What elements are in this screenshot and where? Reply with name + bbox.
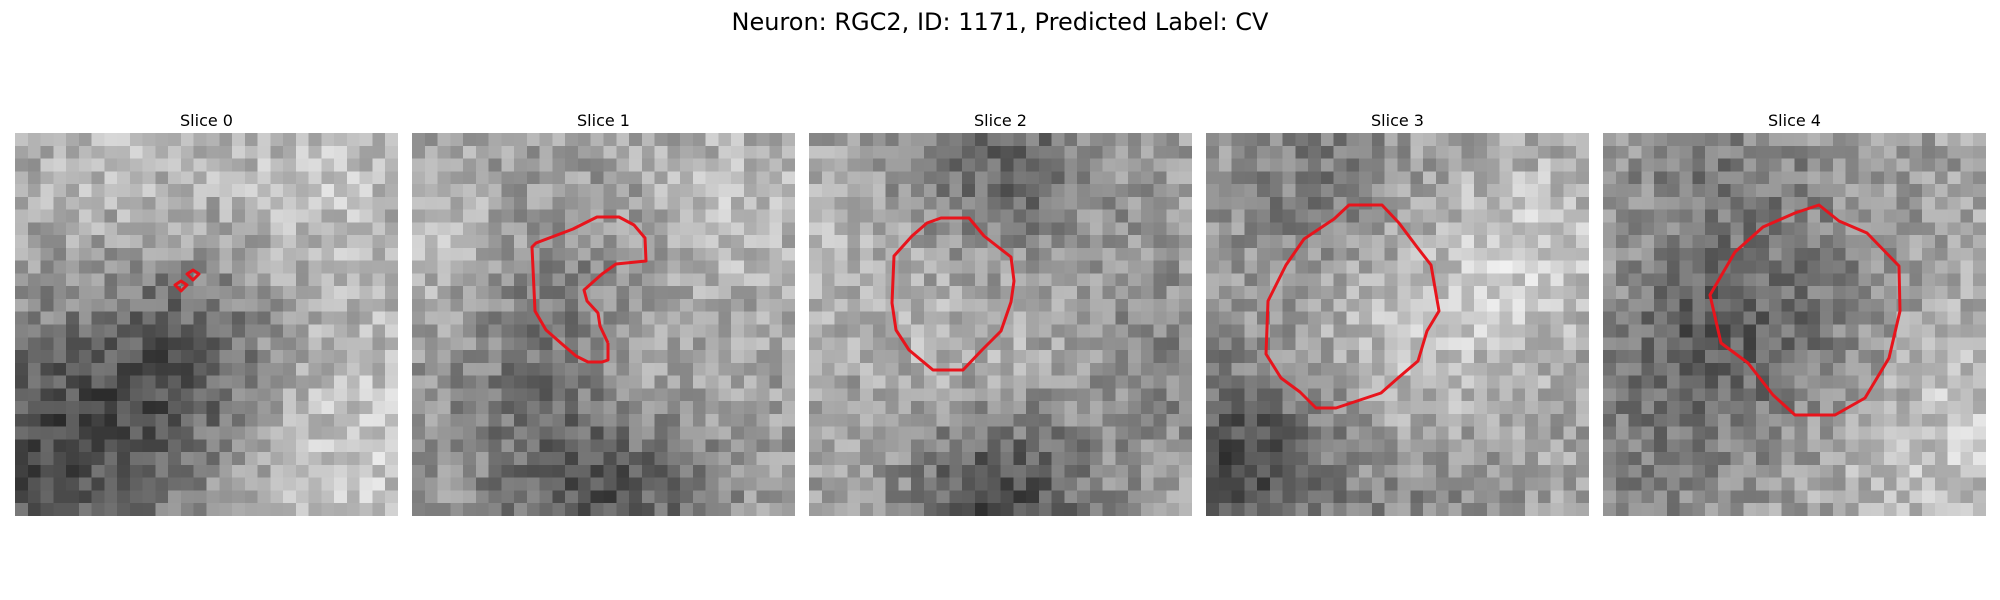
slice-title: Slice 0: [180, 111, 233, 130]
contour-overlay: [1708, 203, 1902, 417]
slice-title: Slice 1: [577, 111, 630, 130]
slice-panel-3: Slice 3: [1206, 109, 1589, 516]
contour-line: [1264, 203, 1441, 410]
slice-image: [809, 133, 1192, 516]
contour-overlay: [890, 216, 1016, 372]
slice-title: Slice 3: [1371, 111, 1424, 130]
slice-title: Slice 2: [974, 111, 1027, 130]
contour-marker: [185, 268, 201, 282]
slice-image: [1206, 133, 1589, 516]
contour-line: [1708, 203, 1902, 417]
contour-overlay: [1264, 203, 1441, 410]
slice-image: [15, 133, 398, 516]
contour-line: [530, 215, 648, 364]
contour-overlay: [530, 215, 648, 364]
slice-panel-2: Slice 2: [809, 109, 1192, 516]
contour-line: [890, 216, 1016, 372]
contour-overlay: [173, 268, 201, 293]
figure-title: Neuron: RGC2, ID: 1171, Predicted Label:…: [731, 8, 1269, 36]
slice-title: Slice 4: [1768, 111, 1821, 130]
contour-marker: [173, 279, 189, 293]
slice-image: [1603, 133, 1986, 516]
slice-panel-0: Slice 0: [15, 109, 398, 516]
slice-panel-1: Slice 1: [412, 109, 795, 516]
slice-panel-4: Slice 4: [1603, 109, 1986, 516]
slice-image: [412, 133, 795, 516]
